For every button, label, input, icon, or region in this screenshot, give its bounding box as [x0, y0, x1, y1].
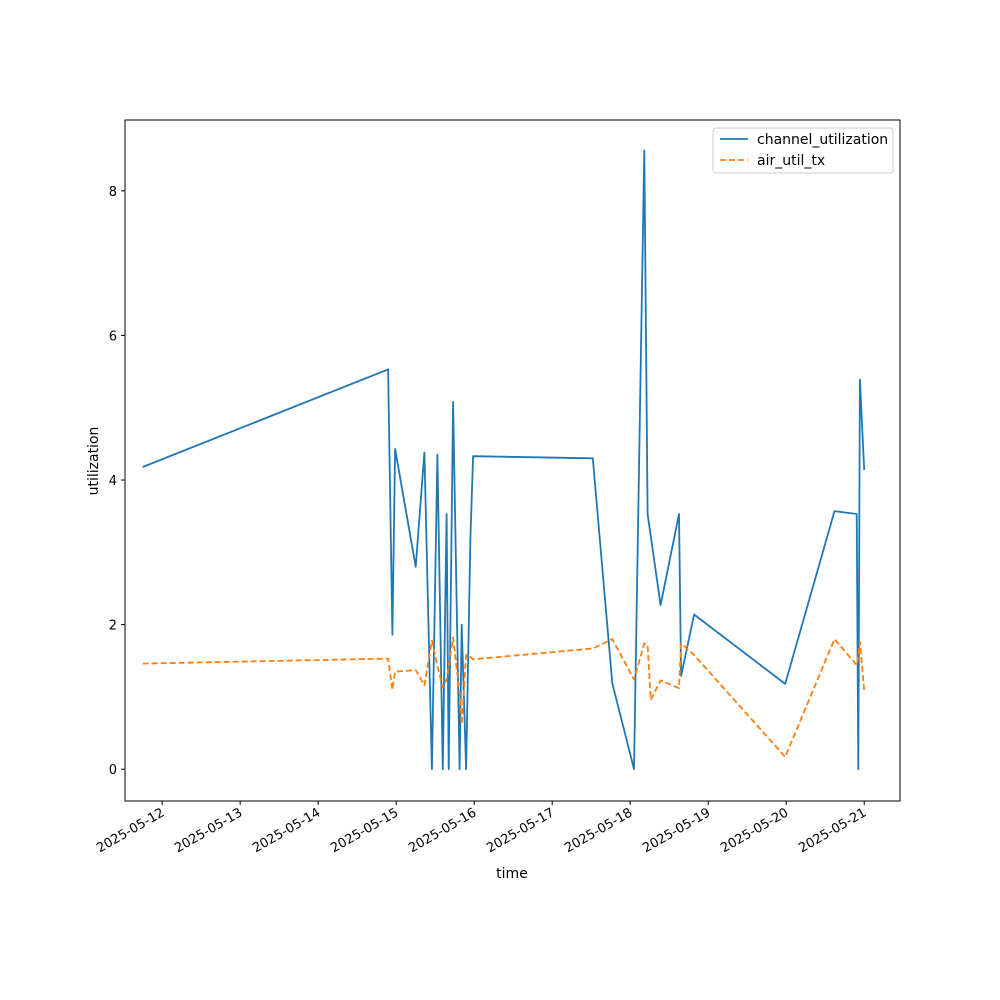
series-line-air-util-tx: [142, 636, 866, 758]
legend: channel_utilization air_util_tx: [712, 127, 894, 174]
y-tick-label: 8: [109, 185, 117, 200]
x-axis-label: time: [496, 866, 528, 882]
y-axis-label: utilization: [86, 427, 102, 496]
series-line-channel-utilization: [142, 149, 866, 771]
legend-label-channel-utilization: channel_utilization: [757, 132, 888, 148]
y-tick-label: 4: [109, 474, 117, 489]
y-tick-label: 2: [109, 619, 117, 634]
plot-frame: [124, 119, 901, 802]
y-tick-label: 0: [109, 763, 117, 778]
legend-box: [712, 127, 894, 174]
series-layer: [142, 149, 866, 771]
plot-area: [125, 120, 900, 801]
legend-label-air-util-tx: air_util_tx: [757, 153, 825, 169]
y-tick-label: 6: [109, 329, 117, 344]
